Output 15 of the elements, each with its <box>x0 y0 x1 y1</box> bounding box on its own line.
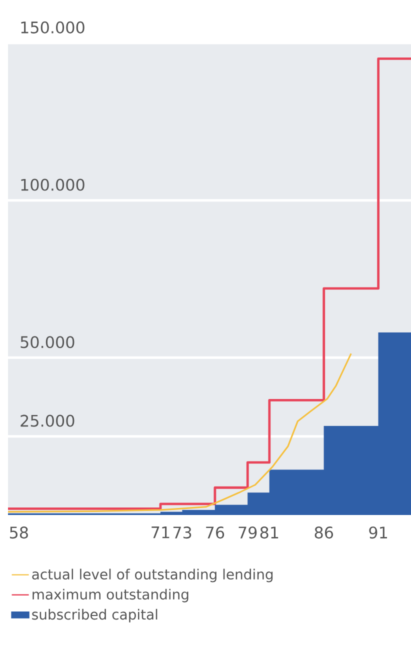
legend-label: maximum outstanding <box>32 588 188 602</box>
x-tick-label: 76 <box>206 526 224 539</box>
x-tick-label: 91 <box>369 526 387 539</box>
x-tick-label: 58 <box>10 526 28 539</box>
x-tick-label: 73 <box>173 526 192 539</box>
y-tick-label: 50.000 <box>20 336 74 348</box>
x-tick-label: 79 <box>238 526 257 539</box>
y-tick-label: 100.000 <box>21 178 84 191</box>
legend-label: subscribed capital <box>32 608 158 622</box>
legend-label: actual level of outstanding lending <box>32 568 273 582</box>
y-tick-label: 25.000 <box>20 414 74 427</box>
y-tick-label: 150.000 <box>21 21 84 34</box>
x-tick-label: 81 <box>260 526 278 539</box>
x-tick-label: 86 <box>314 526 334 539</box>
x-tick-label: 71 <box>152 526 170 538</box>
